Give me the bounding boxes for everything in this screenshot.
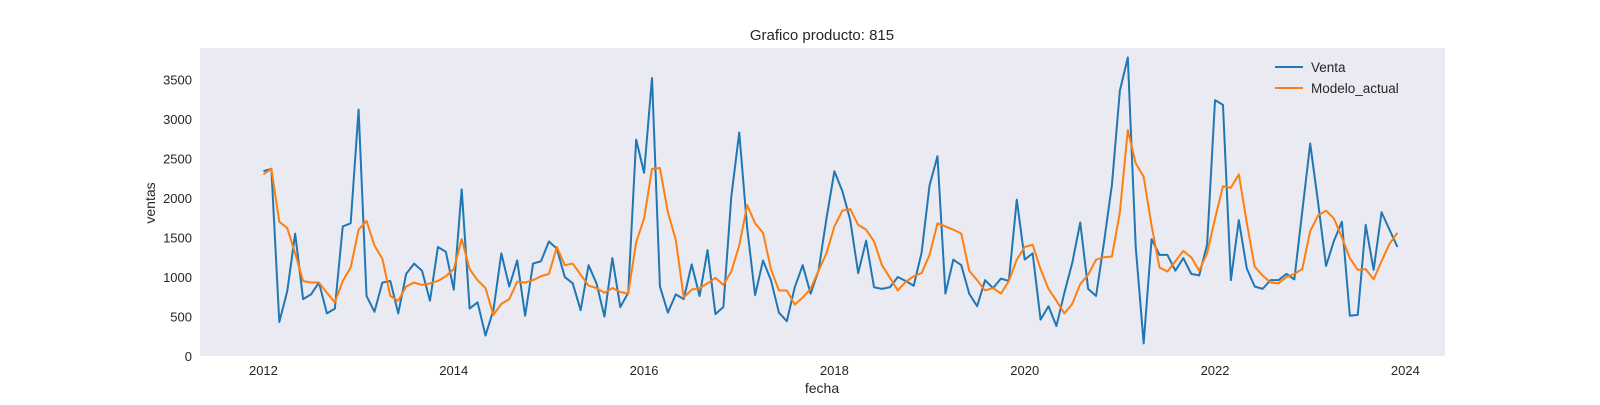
x-tick-label: 2016 xyxy=(630,363,659,378)
plot-area xyxy=(200,48,1445,356)
y-tick-label: 1000 xyxy=(163,270,192,285)
legend-label-venta: Venta xyxy=(1311,60,1346,75)
legend: Venta Modelo_actual xyxy=(1275,60,1399,96)
x-tick-label: 2012 xyxy=(249,363,278,378)
y-tick-label: 2500 xyxy=(163,152,192,167)
y-tick-label: 3500 xyxy=(163,73,192,88)
x-tick-label: 2014 xyxy=(439,363,468,378)
y-axis-label: ventas xyxy=(142,182,158,223)
x-tick-label: 2024 xyxy=(1391,363,1420,378)
x-tick-label: 2018 xyxy=(820,363,849,378)
y-tick-label: 3000 xyxy=(163,112,192,127)
series-layer xyxy=(262,56,1399,345)
series-line-modelo-actual xyxy=(262,129,1399,316)
x-tick-label: 2022 xyxy=(1201,363,1230,378)
legend-label-modelo-actual: Modelo_actual xyxy=(1311,81,1399,96)
x-axis-ticks: 2012 2014 2016 2018 2020 2022 2024 xyxy=(249,363,1420,378)
x-axis-label: fecha xyxy=(805,380,839,396)
y-tick-label: 0 xyxy=(185,349,192,364)
y-axis-ticks: 0 500 1000 1500 2000 2500 3000 3500 xyxy=(163,73,192,364)
y-tick-label: 500 xyxy=(170,310,192,325)
chart-title: Grafico producto: 815 xyxy=(750,27,894,44)
y-tick-label: 2000 xyxy=(163,191,192,206)
x-tick-label: 2020 xyxy=(1010,363,1039,378)
y-tick-label: 1500 xyxy=(163,231,192,246)
series-line-venta xyxy=(263,56,1399,345)
